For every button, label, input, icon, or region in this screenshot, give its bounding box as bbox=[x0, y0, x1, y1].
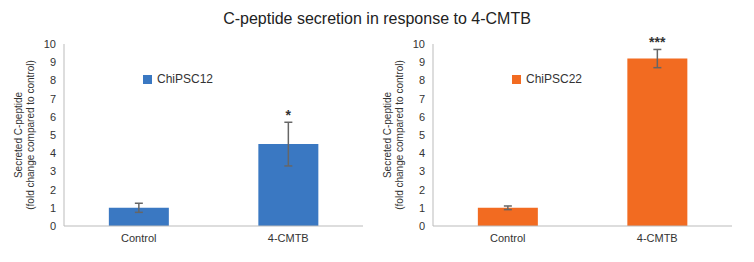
svg-text:8: 8 bbox=[50, 74, 56, 86]
svg-text:1: 1 bbox=[419, 202, 425, 214]
svg-text:Control: Control bbox=[121, 232, 156, 244]
svg-text:8: 8 bbox=[419, 74, 425, 86]
svg-text:5: 5 bbox=[50, 129, 56, 141]
svg-text:0: 0 bbox=[50, 220, 56, 232]
svg-text:3: 3 bbox=[419, 165, 425, 177]
svg-text:10: 10 bbox=[44, 38, 56, 50]
svg-text:2: 2 bbox=[419, 184, 425, 196]
svg-text:2: 2 bbox=[50, 184, 56, 196]
svg-text:*: * bbox=[286, 107, 292, 123]
svg-text:5: 5 bbox=[419, 129, 425, 141]
html-text:ChiPSC12: ChiPSC12 bbox=[157, 72, 213, 86]
svg-text:3: 3 bbox=[50, 165, 56, 177]
svg-text:***: *** bbox=[649, 34, 666, 50]
svg-text:9: 9 bbox=[419, 56, 425, 68]
svg-text:Control: Control bbox=[490, 232, 525, 244]
svg-text:6: 6 bbox=[50, 111, 56, 123]
svg-text:7: 7 bbox=[419, 93, 425, 105]
svg-text:4: 4 bbox=[419, 147, 425, 159]
svg-text:4: 4 bbox=[50, 147, 56, 159]
html-text:C-peptide secretion in respons: C-peptide secretion in response to 4-CMT… bbox=[223, 10, 531, 27]
svg-text:4-CMTB: 4-CMTB bbox=[637, 232, 678, 244]
html-text:ChiPSC22: ChiPSC22 bbox=[526, 72, 582, 86]
svg-text:1: 1 bbox=[50, 202, 56, 214]
svg-text:Secreted C-peptide(fold change: Secreted C-peptide(fold change compared … bbox=[13, 60, 36, 210]
svg-text:7: 7 bbox=[50, 93, 56, 105]
svg-text:4-CMTB: 4-CMTB bbox=[268, 232, 309, 244]
svg-text:Secreted C-peptide(fold change: Secreted C-peptide(fold change compared … bbox=[382, 60, 405, 210]
svg-text:10: 10 bbox=[413, 38, 425, 50]
svg-text:9: 9 bbox=[50, 56, 56, 68]
svg-text:0: 0 bbox=[419, 220, 425, 232]
svg-text:6: 6 bbox=[419, 111, 425, 123]
